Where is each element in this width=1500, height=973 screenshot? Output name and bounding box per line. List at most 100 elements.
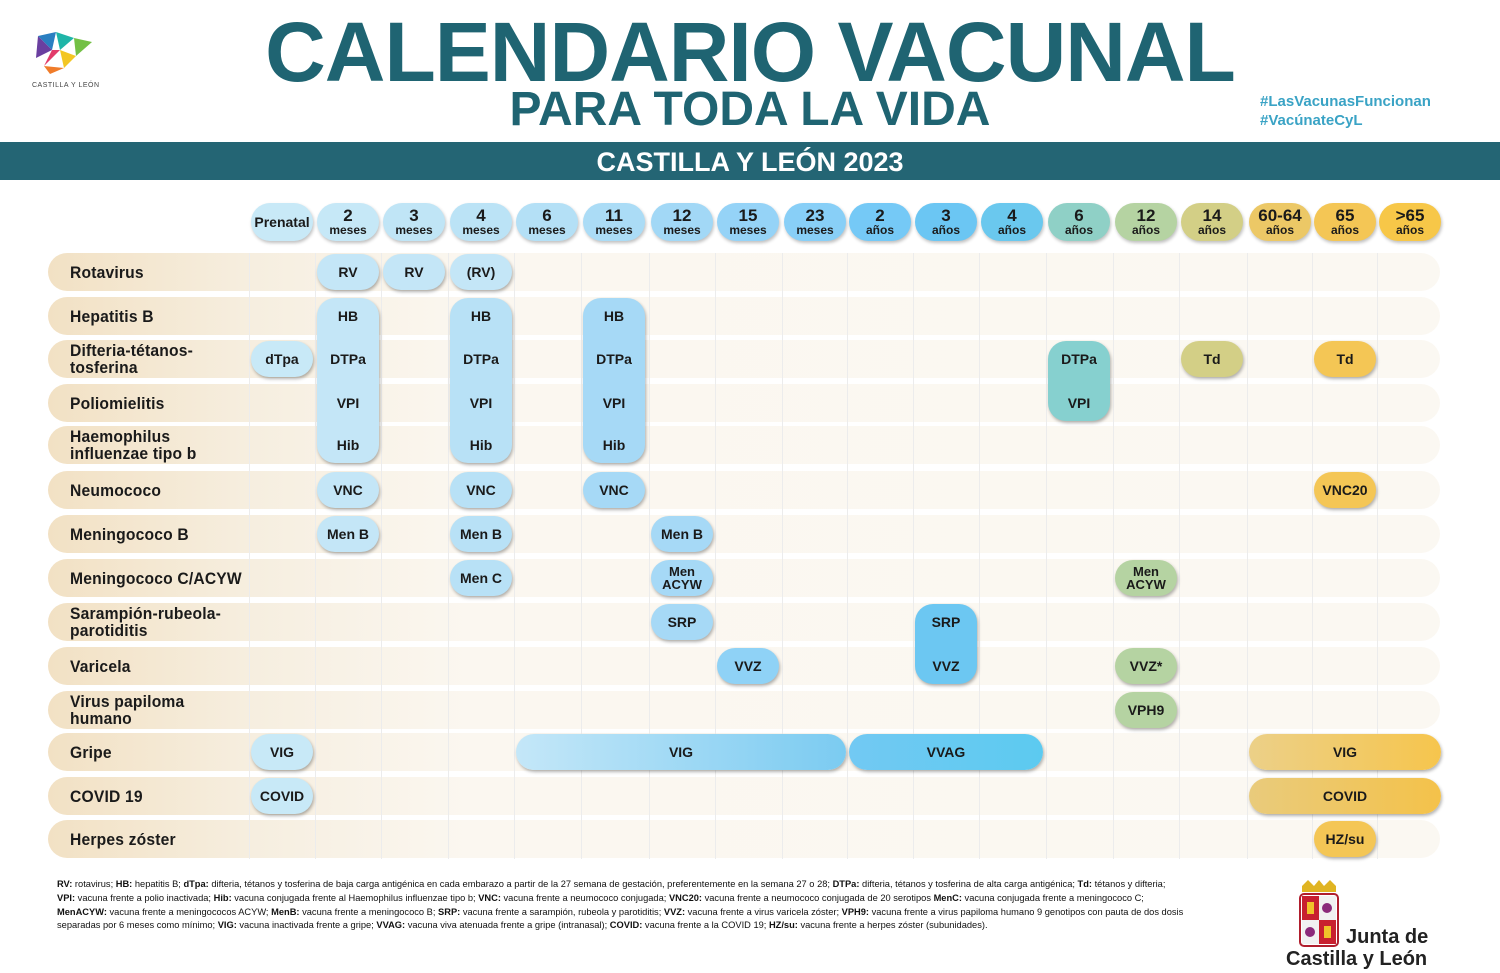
legend-term: MenC: (933, 892, 962, 903)
dose-vvz: VVZ (717, 648, 779, 684)
hexavalent-11m-label: DTPa (596, 351, 632, 367)
column-header-unit: años (1265, 223, 1294, 237)
dose-vig-children: VIG (516, 734, 846, 770)
junta-line-2: Castilla y León (1286, 948, 1428, 970)
column-header-unit: años (997, 223, 1026, 237)
column-header: 12 meses (651, 203, 713, 241)
hexavalent-2m-label: HB (337, 308, 359, 324)
legend-term: VIG: (217, 920, 237, 931)
column-header: 3 meses (383, 203, 445, 241)
column-header-number: 2 (343, 206, 353, 225)
column-separator (1377, 253, 1378, 859)
legend-definition: vacuna frente a polio inactivada; (75, 892, 214, 903)
row-stripe (48, 384, 1440, 422)
hexavalent-2m-label: Hib (336, 437, 360, 453)
srp-vvz-3a-label: SRP (931, 614, 961, 630)
row-label: Haemophilus influenzae tipo b (70, 427, 197, 463)
column-header-number: 6 (542, 206, 552, 225)
dtpa-vpi-6a (1048, 341, 1110, 421)
column-header-number: Prenatal (254, 214, 310, 230)
row-label: Sarampión-rubeola- parotiditis (70, 604, 222, 640)
column-separator (581, 253, 582, 859)
legend-line: VPI: vacuna frente a polio inactivada; H… (57, 892, 1157, 906)
row-label: Gripe (70, 742, 112, 762)
column-header: 12 años (1115, 203, 1177, 241)
legend-term: VPI: (57, 892, 76, 903)
column-header: >65 años (1379, 203, 1441, 241)
column-separator (1312, 253, 1313, 859)
hexavalent-2m-label: DTPa (330, 351, 366, 367)
hexavalent-11m-label: HB (603, 308, 625, 324)
column-header-unit: años (931, 223, 960, 237)
column-header: 14 años (1181, 203, 1243, 241)
column-separator (1247, 253, 1248, 859)
dose-vnc: VNC (317, 472, 379, 508)
column-header-unit: años (1064, 223, 1093, 237)
legend-term: dTpa: (183, 879, 209, 889)
row-stripe (48, 253, 1440, 291)
dose-covid-prenatal: COVID (251, 778, 313, 814)
legend-definition: vacuna frente a meningococos ACYW; (106, 906, 272, 917)
legend-term: DTPa: (832, 879, 860, 889)
row-stripe (48, 515, 1440, 553)
dose-menb: Men B (317, 516, 379, 552)
legend-definition: difteria, tétanos y tosferina de baja ca… (208, 879, 833, 889)
row-label: Herpes zóster (70, 829, 176, 849)
column-header: 65 años (1314, 203, 1376, 241)
dose-menacyw-12a: Men ACYW (1115, 560, 1177, 596)
column-separator (315, 253, 316, 859)
hexavalent-4m-label: HB (470, 308, 492, 324)
hashtag-vacunas-funcionan[interactable]: #LasVacunasFuncionan (1260, 93, 1431, 110)
legend-definition: vacuna frente a neumococo conjugada de 2… (702, 892, 934, 903)
column-header-number: 14 (1202, 206, 1222, 225)
column-header-number: 3 (941, 206, 951, 225)
logo-caption: CASTILLA Y LEÓN (32, 82, 100, 89)
column-header-unit: meses (462, 223, 500, 237)
legend-definition: vacuna conjugada frente al Haemophilus i… (231, 892, 479, 903)
dose-vvz-12a: VVZ* (1115, 648, 1177, 684)
column-header-number: 4 (476, 206, 486, 225)
column-header-unit: meses (329, 223, 367, 237)
legend-definition: vacuna frente a neumococo conjugada; (500, 892, 669, 903)
row-label: COVID 19 (70, 786, 143, 806)
column-header-number: 11 (605, 206, 623, 225)
legend-definition: vacuna conjugada frente a meningococo C; (961, 892, 1144, 903)
column-header-number: >65 (1395, 206, 1425, 225)
column-separator (847, 253, 848, 859)
dose-rv: RV (383, 254, 445, 290)
dose-covid-adults: COVID (1249, 778, 1441, 814)
legend-term: VNC: (478, 892, 501, 903)
legend-definition: vacuna frente a virus papiloma humano 9 … (869, 906, 1184, 917)
row-stripe (48, 297, 1440, 335)
column-header: 60-64 años (1249, 203, 1311, 241)
page-title: CALENDARIO VACUNAL (265, 5, 1236, 99)
dose-vig-prenatal: VIG (251, 734, 313, 770)
column-separator (913, 253, 914, 859)
column-header-unit: meses (796, 223, 834, 237)
row-stripe (48, 471, 1440, 509)
legend-line: MenACYW: vacuna frente a meningococos AC… (57, 906, 1183, 920)
dose-td-14a: Td (1181, 341, 1243, 377)
row-stripe (48, 559, 1440, 597)
dose-vnc: VNC (450, 472, 512, 508)
row-label: Rotavirus (70, 262, 144, 282)
column-header: 15 meses (717, 203, 779, 241)
dose-menb: Men B (450, 516, 512, 552)
logo-mark-icon (36, 32, 92, 74)
column-header: 6 meses (516, 203, 578, 241)
hexavalent-4m-label: Hib (469, 437, 493, 453)
column-separator (249, 253, 250, 859)
row-label: Difteria-tétanos- tosferina (70, 341, 194, 377)
column-header: 2 años (849, 203, 911, 241)
legend-term: COVID: (609, 920, 643, 931)
junta-line-1: Junta de (1346, 926, 1429, 948)
hashtag-vacunate-cyl[interactable]: #VacúnateCyL (1260, 112, 1363, 129)
column-separator (715, 253, 716, 859)
legend-term: VPH9: (841, 906, 870, 917)
dose-vvag: VVAG (849, 734, 1043, 770)
row-label: Poliomielitis (70, 393, 165, 413)
legend-definition: vacuna viva atenuada frente a gripe (int… (405, 920, 610, 931)
column-header-unit: meses (595, 223, 633, 237)
column-separator (1179, 253, 1180, 859)
row-stripe (48, 820, 1440, 858)
